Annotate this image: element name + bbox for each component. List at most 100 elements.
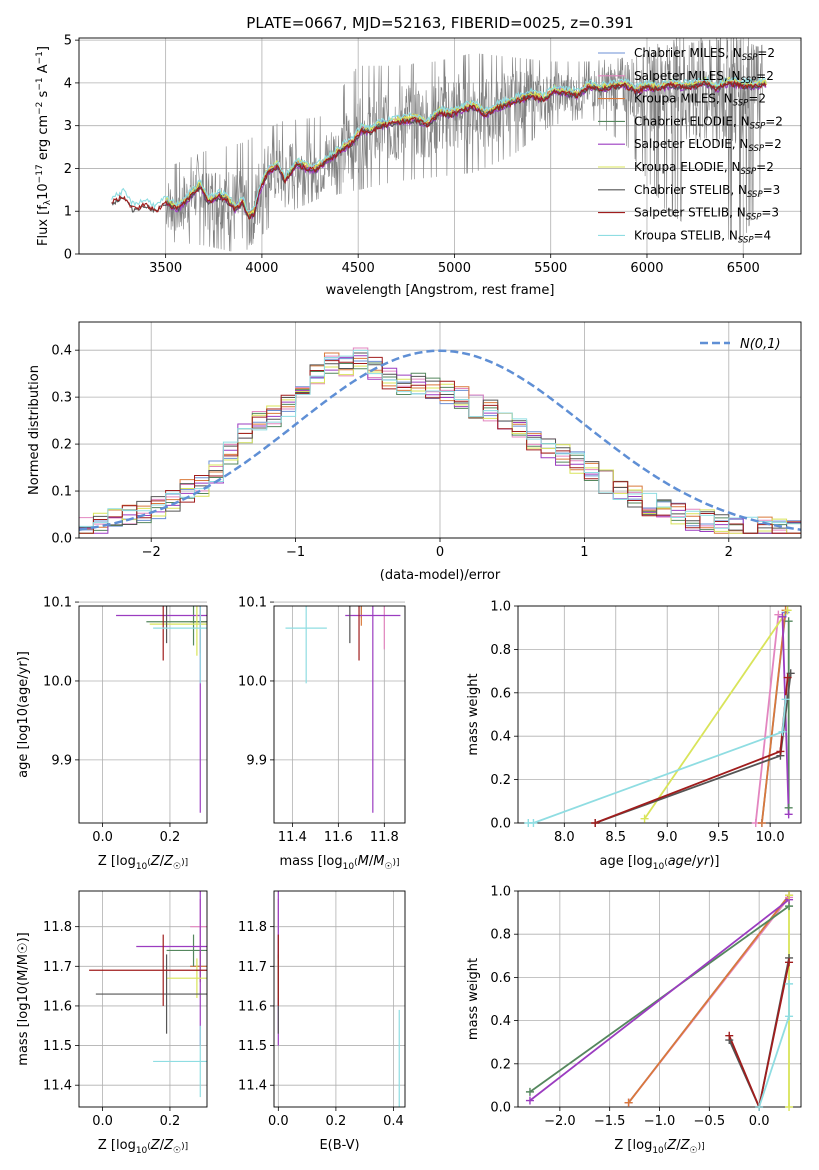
x-tick-label: −1 xyxy=(286,545,305,560)
legend-label-main: Chabrier ELODIE, N xyxy=(634,114,750,128)
label-part: / xyxy=(160,854,165,869)
grid-lines xyxy=(274,601,405,823)
y-tick-label: 11.4 xyxy=(238,1079,267,1094)
y-tick-label: 11.8 xyxy=(43,920,72,935)
legend-label-sub: SSP xyxy=(741,167,757,177)
weight-marker-kroupa_elodie xyxy=(783,606,792,615)
weight-marker-chabrier_stelib xyxy=(786,669,795,678)
y-label-part: −17 xyxy=(35,164,45,183)
figure-title: PLATE=0667, MJD=52163, FIBERID=0025, z=0… xyxy=(246,14,633,32)
y-label-part: A xyxy=(36,64,51,77)
label-part: M xyxy=(373,854,384,869)
y-tick-label: 0.1 xyxy=(51,485,72,500)
y-tick-label: 0.2 xyxy=(490,1057,511,1072)
legend-label-tail: =3 xyxy=(761,206,779,220)
y-tick-label: 1.0 xyxy=(490,600,511,615)
x-tick-label: 0 xyxy=(436,545,444,560)
x-axis-label: wavelength [Angstrom, rest frame] xyxy=(326,283,555,298)
label-part: Z xyxy=(666,1138,677,1153)
y-tick-label: 11.7 xyxy=(43,960,72,975)
label-part: ( xyxy=(354,858,358,868)
axes-weight-vs-z: −2.0 −1.5 −1.0 −0.5 0.0 0.0 0.2 0.4 0.6 0.8 1.0 Z [… xyxy=(466,885,802,1156)
y-label-part: −1 xyxy=(35,51,45,64)
axes-frame xyxy=(78,890,208,1108)
x-tick-label: −2.0 xyxy=(544,1114,576,1129)
y-tick-label: 2 xyxy=(64,162,72,177)
x-tick-label: 8.5 xyxy=(605,830,626,845)
x-tick-label: 0.2 xyxy=(326,1114,347,1129)
weight-line-salpeter_stelib xyxy=(728,962,790,1107)
plot-area xyxy=(89,891,207,1098)
weight-marker-kroupa_stelib xyxy=(785,979,794,988)
legend-label-main: Chabrier MILES, N xyxy=(634,46,742,60)
y-tick-label: 11.4 xyxy=(43,1079,72,1094)
legend-label-salpeter_miles: Salpeter MILES, NSSP=2 xyxy=(634,69,774,86)
histogram-salpeter_stelib xyxy=(79,356,801,538)
histogram-kroupa_stelib xyxy=(79,349,801,538)
label-part: )] xyxy=(393,858,400,868)
x-tick-label: 0.2 xyxy=(160,1114,181,1129)
y-tick-label: 0.2 xyxy=(490,773,511,788)
axes-spectrum: 3500 4000 4500 5000 5500 6000 6500 0 1 2 3 4 5 Chabri… xyxy=(35,34,802,298)
y-axis-label: Normed distribution xyxy=(27,365,42,495)
y-label-part: −1 xyxy=(35,77,45,90)
legend-label-sub: SSP xyxy=(747,190,763,200)
weight-marker-salpeter_stelib xyxy=(785,958,794,967)
y-tick-label: 0.4 xyxy=(490,730,511,745)
weight-marker-kroupa_miles xyxy=(624,1098,633,1107)
x-tick-label: 0.0 xyxy=(92,830,113,845)
model-spectrum-salpeter_stelib xyxy=(111,80,767,220)
y-label-part: −2 xyxy=(35,102,45,115)
weight-line-salpeter_elodie xyxy=(529,898,790,1102)
label-part: 10 xyxy=(136,1146,148,1156)
x-tick-label: 0.0 xyxy=(268,1114,289,1129)
label-part: yr xyxy=(695,854,711,869)
x-tick-label: −0.5 xyxy=(694,1114,726,1129)
plot-area xyxy=(116,606,207,813)
x-tick-label: 11.4 xyxy=(278,830,307,845)
plots-layer: 3500 4000 4500 5000 5500 6000 6500 0 1 2 3 4 5 Chabri… xyxy=(16,34,802,1156)
label-part: ( xyxy=(147,858,151,868)
x-axis-label: Z [log10(Z/Z☉)] xyxy=(98,1138,188,1156)
weight-line-kroupa_elodie xyxy=(643,609,789,820)
legend-label-sub: SSP xyxy=(746,213,762,223)
y-tick-label: 0.0 xyxy=(51,532,72,547)
x-tick-label: 11.8 xyxy=(370,830,399,845)
y-tick-label: 1 xyxy=(64,205,72,220)
y-tick-label: 9.9 xyxy=(246,753,267,768)
x-tick-label: 2 xyxy=(725,545,733,560)
x-tick-label: −1.5 xyxy=(594,1114,626,1129)
label-part: M xyxy=(358,854,369,869)
plot-area xyxy=(285,606,401,813)
y-label-part: 10 xyxy=(36,183,51,200)
plot-area xyxy=(529,894,790,1107)
y-label-part: λ xyxy=(43,199,53,205)
label-part: Z xyxy=(680,1138,691,1153)
axes-mass-vs-ebv: 0.0 0.2 0.4 11.4 11.5 11.6 11.7 11.8 E(B-V) xyxy=(238,890,406,1153)
legend-label-tail: =3 xyxy=(763,183,781,197)
grid-lines xyxy=(79,891,207,1107)
axes-residuals: −2 −1 0 1 2 0.0 0.1 0.2 0.3 0.4 N(0,1) (data-model)… xyxy=(27,321,802,583)
x-tick-label: −2 xyxy=(142,545,161,560)
label-part: age [log xyxy=(599,854,652,869)
legend-label-salpeter_elodie: Salpeter ELODIE, NSSP=2 xyxy=(634,137,782,154)
axes-frame xyxy=(78,605,208,824)
model-spectrum-kroupa_stelib xyxy=(111,75,766,212)
label-part: ☉ xyxy=(384,862,392,872)
weight-marker-kroupa_stelib xyxy=(529,819,538,827)
legend-label-tail: =2 xyxy=(748,92,766,106)
label-part: / xyxy=(676,1138,681,1153)
observed-spectrum xyxy=(165,38,763,252)
legend-label-main: Chabrier STELIB, N xyxy=(634,183,747,197)
legend-label-salpeter_stelib: Salpeter STELIB, NSSP=3 xyxy=(634,206,779,223)
y-tick-label: 9.9 xyxy=(51,753,72,768)
legend-label-sub: SSP xyxy=(748,144,764,154)
label-part: Z xyxy=(163,1138,174,1153)
x-axis-label: age [log10(age/yr)] xyxy=(599,854,719,872)
y-tick-label: 0.2 xyxy=(51,438,72,453)
legend-label-tail: =2 xyxy=(765,114,783,128)
y-label-part: s xyxy=(36,90,51,101)
axes-age-vs-z: 0.0 0.29.910.010.1Z [log10(Z/Z☉)]age [log… xyxy=(16,596,208,872)
legend-label-kroupa_miles: Kroupa MILES, NSSP=2 xyxy=(634,92,766,109)
